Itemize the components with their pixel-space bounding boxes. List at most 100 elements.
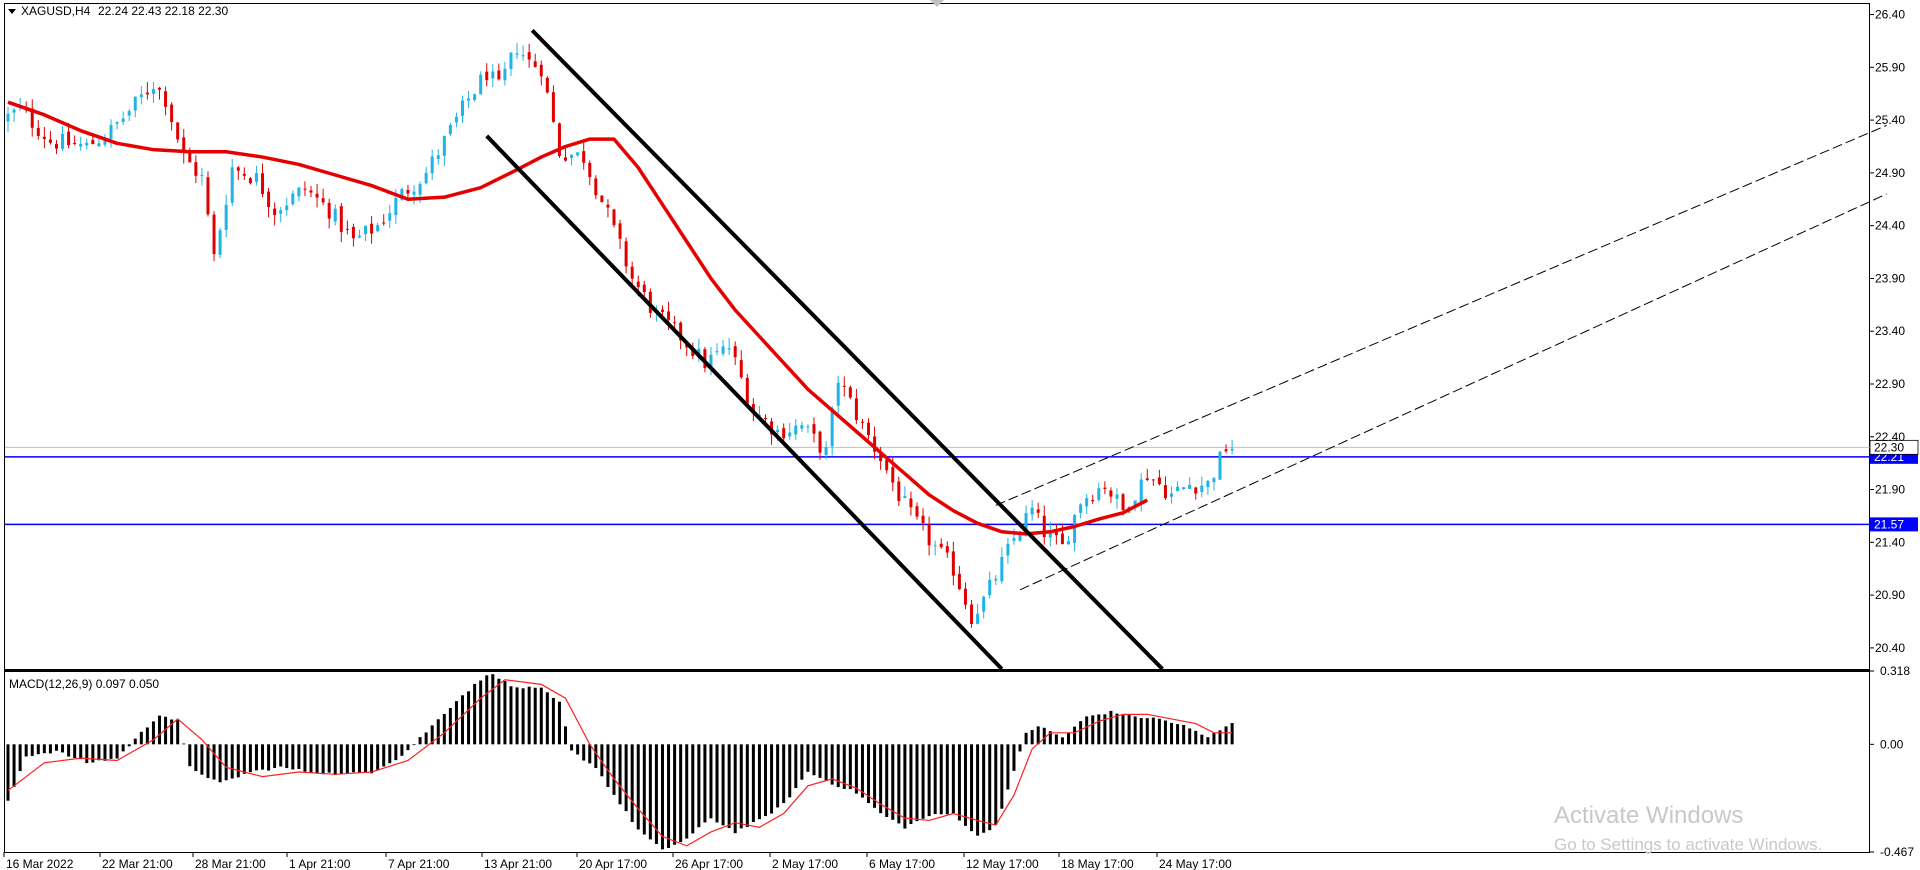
candle-body [30,108,34,128]
symbol-dropdown-icon[interactable] [8,9,16,14]
candle-body [133,96,137,111]
macd-bar [988,744,992,831]
macd-bar [588,744,592,764]
candle-body [479,74,483,95]
macd-bar [879,744,883,814]
macd-bar [1030,730,1034,745]
price-tick-label: 21.90 [1875,483,1905,497]
chart-shift-marker-icon[interactable] [930,0,944,7]
candle-body [1133,500,1137,508]
macd-bar [1067,732,1070,745]
macd-bar [164,716,168,745]
candle-body [279,210,283,214]
macd-bar [1176,724,1180,745]
macd-bar [418,737,422,745]
candle-body [976,613,980,624]
candle-body [642,284,646,293]
candle-body [448,125,452,135]
macd-bar [36,744,40,755]
candle-body [61,133,65,149]
candle-body [424,172,428,184]
candle-body [394,198,398,216]
trendlines[interactable] [485,28,1887,671]
macd-bar [30,744,34,756]
candle-body [182,137,186,154]
macd-bar [497,678,501,745]
macd-bar [1091,715,1095,745]
macd-axis[interactable]: 0.318 0.00 -0.467 [1870,664,1914,859]
macd-bar [1194,730,1198,745]
macd-bar [151,721,155,745]
candle-body [127,111,131,116]
candle-body [636,281,640,288]
macd-bar [836,744,840,788]
macd-bar [751,744,755,822]
macd-bar [430,725,434,745]
candle-body [1085,498,1089,507]
candle-body [164,91,168,107]
candle-body [630,266,634,279]
macd-bar [939,744,943,815]
macd-tick-label: 0.00 [1880,737,1904,751]
candle-body [963,588,967,605]
macd-bar [230,744,234,779]
macd-bar [24,744,28,757]
upper-channel-line [530,28,1164,671]
candle-body [1079,504,1083,513]
macd-bar [170,719,174,745]
macd-bar [291,744,295,770]
candle-body [764,418,767,420]
price-tick-label: 20.90 [1875,588,1905,602]
candle-body [376,225,380,232]
macd-bar [1115,713,1119,745]
time-axis[interactable]: 16 Mar 2022 22 Mar 21:00 28 Mar 21:00 1 Apr… [3,852,1232,870]
time-tick-label: 24 May 17:00 [1159,857,1232,870]
macd-bar [527,686,531,745]
macd-bar [963,744,967,826]
candle-body [1103,487,1107,489]
macd-bar [709,744,713,819]
candle-body [570,154,574,158]
macd-bar [406,744,410,751]
macd-bar [97,744,101,761]
macd-bar [673,744,677,845]
macd-bar [85,744,89,764]
price-level-tag [1870,517,1918,532]
macd-bar [370,744,374,774]
candle-body [48,139,52,143]
candle-body [158,87,161,90]
price-axis[interactable]: 26.40 25.90 25.40 24.90 24.40 23.90 23.40 22.90… [1870,8,1905,655]
macd-bar [982,744,986,833]
candle-body [1194,487,1198,494]
macd-bar [194,744,198,772]
candle-body [1218,451,1222,480]
candle-body [491,71,495,79]
candle-body [921,515,925,523]
macd-bar [327,744,331,773]
candle-body [939,543,943,548]
macd-bar [970,744,974,832]
macd-bar [824,744,828,781]
macd-bar [224,744,228,781]
macd-bar [660,744,664,850]
macd-bar [733,744,737,834]
candle-body [473,94,477,100]
macd-bar [248,744,252,773]
candle-body [533,61,537,67]
candle-body [660,309,664,312]
candle-body [6,113,10,122]
candle-body [1145,478,1149,480]
macd-bar [576,744,580,755]
macd-bar [776,744,780,808]
candle-body [333,208,337,222]
macd-bar [951,744,955,814]
macd-bar [18,744,22,772]
macd-bar [1097,714,1101,745]
candle-body [994,578,998,581]
macd-bar [1060,737,1064,745]
macd-bar [285,744,289,769]
candle-body [721,346,725,354]
candle-body [139,94,143,98]
macd-bar [715,744,719,823]
